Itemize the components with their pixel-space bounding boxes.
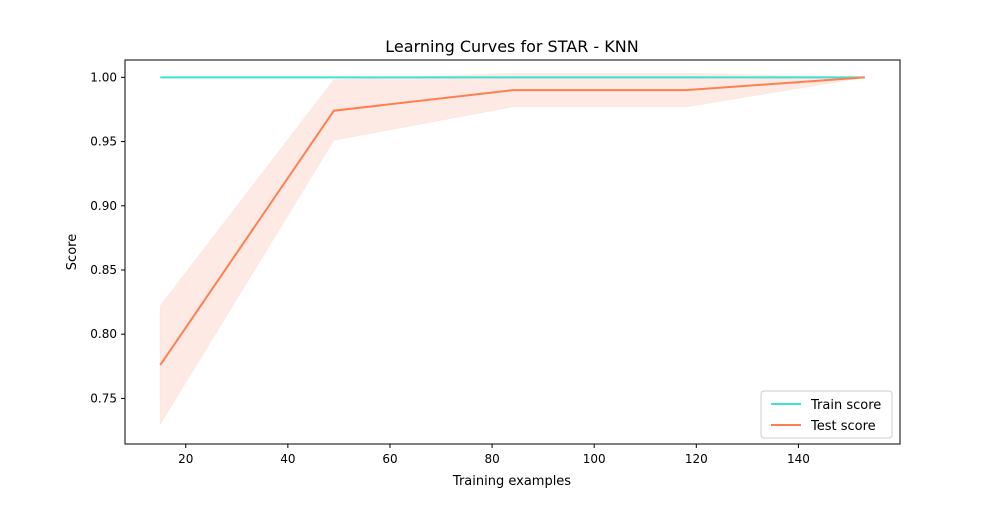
chart-title: Learning Curves for STAR - KNN bbox=[385, 37, 638, 56]
x-tick-label: 80 bbox=[484, 452, 499, 466]
y-tick-label: 0.75 bbox=[90, 391, 117, 405]
x-tick-label: 140 bbox=[787, 452, 810, 466]
y-tick-label: 0.90 bbox=[90, 199, 117, 213]
legend-label-test-score: Test score bbox=[810, 419, 876, 434]
legend-box bbox=[760, 390, 893, 439]
legend-label-train-score: Train score bbox=[810, 398, 881, 413]
x-tick-label: 100 bbox=[583, 452, 606, 466]
plot-frame bbox=[124, 59, 901, 445]
confidence-bands bbox=[159, 73, 865, 426]
x-tick-label: 60 bbox=[382, 452, 397, 466]
y-tick-label: 1.00 bbox=[90, 70, 117, 84]
x-tick-label: 20 bbox=[178, 452, 193, 466]
x-tick-label: 120 bbox=[685, 452, 708, 466]
y-axis-label: Score bbox=[65, 234, 80, 270]
series-lines bbox=[159, 76, 865, 366]
y-tick-label: 0.95 bbox=[90, 135, 117, 149]
legend: Train score Test score bbox=[760, 390, 893, 439]
y-tick-label: 0.85 bbox=[90, 263, 117, 277]
y-axis-ticks: 0.75 0.80 0.85 0.90 0.95 1.00 bbox=[90, 70, 125, 405]
y-tick-label: 0.80 bbox=[90, 327, 117, 341]
x-tick-label: 40 bbox=[280, 452, 295, 466]
test-score-line bbox=[159, 76, 865, 366]
x-axis-ticks: 20 40 60 80 100 120 140 bbox=[178, 444, 810, 466]
x-axis-label: Training examples bbox=[452, 474, 571, 489]
test-score-band bbox=[159, 73, 865, 426]
